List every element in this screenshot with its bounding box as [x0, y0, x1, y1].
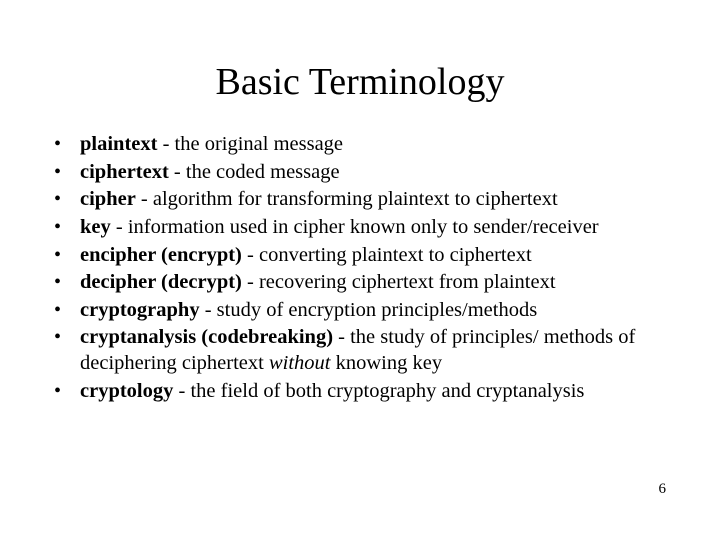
definition: study of encryption principles/methods [217, 299, 538, 321]
term: encipher (encrypt) [80, 244, 242, 266]
term: plaintext [80, 133, 157, 155]
sep: - [173, 380, 190, 402]
definition: the original message [175, 133, 344, 155]
sep: - [136, 188, 153, 210]
list-item: encipher (encrypt) - converting plaintex… [48, 243, 672, 269]
term: decipher (decrypt) [80, 271, 242, 293]
sep: - [157, 133, 174, 155]
list-item: cipher - algorithm for transforming plai… [48, 187, 672, 213]
term: ciphertext [80, 161, 169, 183]
list-item: plaintext - the original message [48, 132, 672, 158]
definition: the coded message [186, 161, 340, 183]
definition: information used in cipher known only to… [128, 216, 599, 238]
sep: - [333, 326, 350, 348]
bullet-list: plaintext - the original message ciphert… [48, 132, 672, 404]
sep: - [242, 244, 259, 266]
list-item: cryptology - the field of both cryptogra… [48, 379, 672, 405]
definition-em: without [269, 352, 331, 374]
sep: - [242, 271, 259, 293]
definition: converting plaintext to ciphertext [259, 244, 532, 266]
term: cipher [80, 188, 136, 210]
slide-title: Basic Terminology [48, 60, 672, 104]
definition-tail: knowing key [331, 352, 443, 374]
page-number: 6 [659, 481, 667, 498]
term: cryptology [80, 380, 173, 402]
definition: the field of both cryptography and crypt… [190, 380, 584, 402]
definition: algorithm for transforming plaintext to … [153, 188, 558, 210]
list-item: cryptanalysis (codebreaking) - the study… [48, 325, 672, 376]
list-item: cryptography - study of encryption princ… [48, 298, 672, 324]
sep: - [111, 216, 128, 238]
term: cryptanalysis (codebreaking) [80, 326, 333, 348]
term: key [80, 216, 111, 238]
sep: - [169, 161, 186, 183]
definition: recovering ciphertext from plaintext [259, 271, 556, 293]
list-item: ciphertext - the coded message [48, 160, 672, 186]
sep: - [200, 299, 217, 321]
slide: Basic Terminology plaintext - the origin… [0, 0, 720, 540]
term: cryptography [80, 299, 200, 321]
list-item: decipher (decrypt) - recovering cipherte… [48, 270, 672, 296]
list-item: key - information used in cipher known o… [48, 215, 672, 241]
